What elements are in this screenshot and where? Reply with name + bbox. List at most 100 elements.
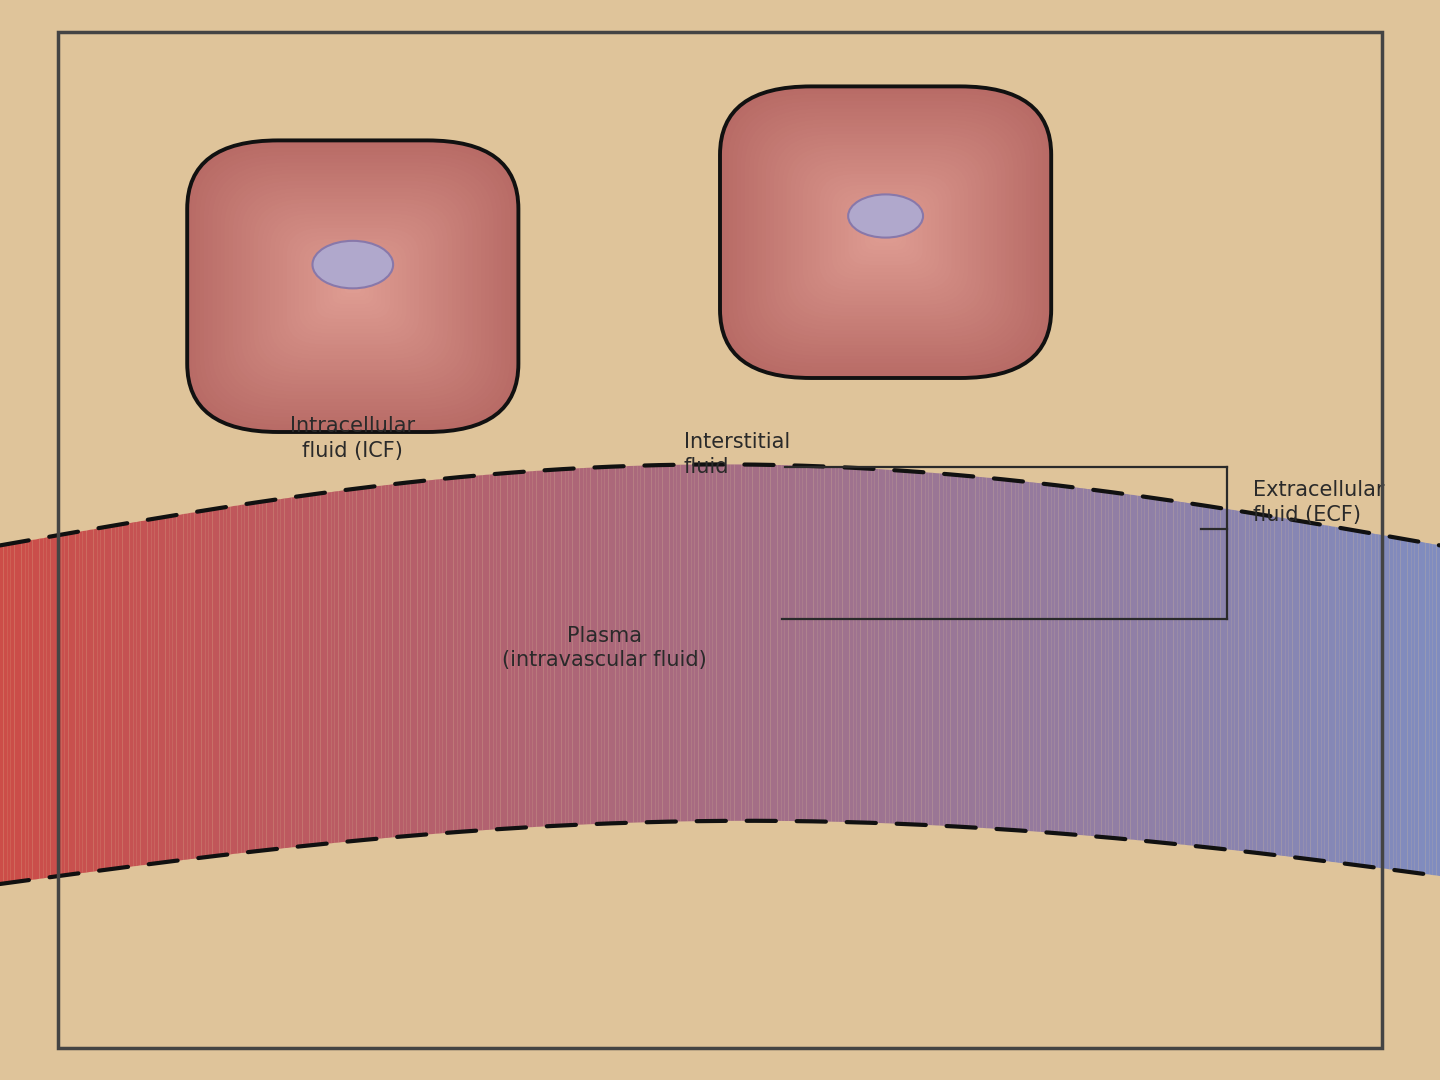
Polygon shape [271, 500, 274, 850]
Polygon shape [876, 469, 878, 823]
Polygon shape [953, 474, 958, 826]
Polygon shape [392, 484, 396, 837]
Polygon shape [1382, 536, 1385, 868]
Polygon shape [266, 500, 271, 850]
Polygon shape [501, 473, 504, 829]
Polygon shape [151, 518, 156, 864]
Polygon shape [12, 543, 14, 882]
Polygon shape [540, 471, 544, 826]
Polygon shape [1228, 509, 1231, 850]
Polygon shape [177, 515, 180, 861]
Polygon shape [1224, 509, 1228, 849]
Polygon shape [598, 468, 602, 824]
Polygon shape [242, 504, 245, 853]
Polygon shape [1022, 482, 1025, 831]
Polygon shape [461, 476, 464, 832]
Polygon shape [26, 541, 29, 880]
Polygon shape [886, 470, 890, 823]
Polygon shape [425, 481, 429, 835]
Polygon shape [32, 539, 36, 880]
Polygon shape [1195, 504, 1198, 847]
FancyBboxPatch shape [344, 279, 361, 294]
Polygon shape [1238, 511, 1241, 851]
Polygon shape [662, 465, 665, 822]
Polygon shape [98, 528, 101, 870]
Polygon shape [1130, 495, 1135, 840]
Polygon shape [994, 478, 996, 828]
Polygon shape [763, 464, 766, 821]
FancyBboxPatch shape [315, 254, 390, 319]
Polygon shape [1210, 507, 1212, 848]
Polygon shape [1155, 498, 1159, 842]
Polygon shape [780, 465, 785, 821]
Text: Interstitial
fluid: Interstitial fluid [684, 432, 791, 476]
FancyBboxPatch shape [291, 231, 415, 341]
Polygon shape [1385, 536, 1390, 869]
Polygon shape [1058, 485, 1063, 834]
Polygon shape [746, 464, 749, 821]
FancyBboxPatch shape [220, 170, 485, 403]
Polygon shape [847, 468, 850, 822]
FancyBboxPatch shape [837, 188, 936, 275]
FancyBboxPatch shape [877, 225, 894, 240]
FancyBboxPatch shape [207, 159, 498, 414]
Polygon shape [824, 467, 828, 822]
Polygon shape [108, 526, 112, 869]
Polygon shape [638, 465, 641, 823]
Polygon shape [1267, 515, 1270, 854]
FancyBboxPatch shape [848, 200, 923, 265]
Polygon shape [1358, 530, 1361, 865]
FancyBboxPatch shape [258, 202, 448, 370]
Polygon shape [948, 474, 950, 826]
Polygon shape [1408, 539, 1411, 873]
Polygon shape [115, 525, 120, 868]
Polygon shape [645, 465, 648, 822]
Polygon shape [173, 515, 177, 862]
Polygon shape [264, 501, 266, 851]
Polygon shape [1375, 534, 1380, 868]
Polygon shape [605, 467, 608, 824]
Polygon shape [233, 505, 238, 854]
Polygon shape [1256, 514, 1260, 853]
Polygon shape [1092, 489, 1094, 836]
Polygon shape [386, 485, 389, 838]
Polygon shape [1217, 508, 1221, 849]
FancyBboxPatch shape [828, 181, 943, 283]
Polygon shape [677, 464, 680, 822]
Polygon shape [58, 535, 60, 877]
Polygon shape [1289, 519, 1293, 856]
Polygon shape [922, 472, 924, 825]
Polygon shape [1303, 522, 1308, 859]
Polygon shape [569, 469, 573, 825]
Polygon shape [986, 477, 991, 828]
Polygon shape [346, 489, 348, 842]
Polygon shape [288, 498, 291, 848]
Polygon shape [1221, 508, 1224, 849]
Polygon shape [566, 469, 569, 825]
Polygon shape [104, 527, 108, 870]
Polygon shape [1346, 529, 1351, 864]
Polygon shape [655, 465, 660, 822]
Polygon shape [1310, 523, 1315, 860]
Polygon shape [432, 480, 435, 834]
Polygon shape [1135, 495, 1138, 840]
Polygon shape [1174, 501, 1178, 843]
Polygon shape [17, 542, 22, 881]
Polygon shape [929, 473, 933, 825]
Polygon shape [694, 464, 698, 821]
Text: Extracellular
fluid (ECF): Extracellular fluid (ECF) [1253, 480, 1384, 525]
Polygon shape [842, 468, 847, 822]
Polygon shape [1063, 486, 1066, 834]
Polygon shape [132, 522, 137, 866]
Polygon shape [84, 530, 86, 873]
Polygon shape [910, 471, 914, 824]
Polygon shape [310, 495, 314, 846]
Polygon shape [295, 497, 300, 847]
Polygon shape [703, 464, 706, 821]
Polygon shape [1339, 528, 1342, 863]
Polygon shape [72, 532, 75, 875]
Polygon shape [1264, 515, 1267, 854]
FancyBboxPatch shape [766, 126, 1005, 338]
Polygon shape [353, 488, 357, 841]
Polygon shape [1332, 526, 1336, 862]
